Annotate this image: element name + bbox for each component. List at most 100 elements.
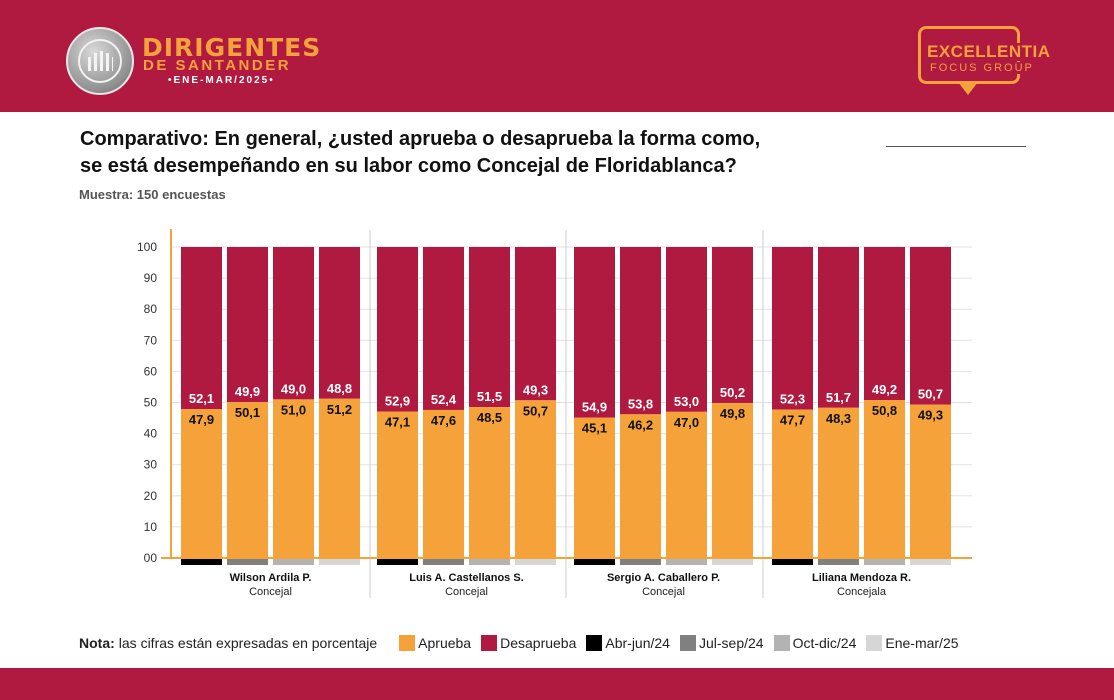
data-label-aprueba: 47,1	[385, 415, 410, 430]
data-label-desaprueba: 49,2	[872, 382, 897, 397]
legend-item: Abr-jun/24	[586, 635, 670, 651]
legend-swatch	[481, 635, 498, 651]
bar-aprueba	[864, 400, 905, 558]
data-label-aprueba: 50,8	[872, 403, 897, 418]
bar-desaprueba	[574, 247, 615, 418]
period-marker	[469, 558, 510, 565]
chart-title: Comparativo: En general, ¿usted aprueba …	[80, 126, 980, 180]
chart-title-line-2: se está desempeñando en su labor como Co…	[80, 155, 737, 177]
partner-logo-tagline: FOCUS GROUP	[928, 62, 1036, 74]
y-tick-label: 10	[144, 520, 158, 534]
partner-logo-speech-tail	[958, 82, 978, 95]
legend-label: Oct-dic/24	[792, 635, 857, 651]
data-label-desaprueba: 50,7	[918, 387, 943, 402]
bar-desaprueba	[423, 247, 464, 410]
legend: Nota: las cifras están expresadas en por…	[79, 632, 959, 654]
brand-period: •ENE-MAR/2025•	[168, 75, 275, 86]
data-label-desaprueba: 50,2	[720, 385, 745, 400]
data-label-aprueba: 50,1	[235, 405, 260, 420]
legend-label: Aprueba	[418, 635, 472, 651]
data-label-aprueba: 47,7	[780, 413, 805, 428]
period-marker	[712, 558, 753, 565]
legend-swatch	[773, 635, 790, 651]
partner-logo-name: EXCELLENTIA	[925, 42, 1053, 61]
bar-desaprueba	[712, 247, 753, 404]
group-name-label: Luis A. Castellanos S.	[409, 572, 524, 584]
period-marker	[227, 558, 268, 565]
data-label-desaprueba: 49,3	[523, 382, 548, 397]
period-marker	[818, 558, 859, 565]
period-marker	[666, 558, 707, 565]
bar-desaprueba	[227, 247, 268, 403]
bar-desaprueba	[377, 247, 418, 412]
legend-item: Oct-dic/24	[773, 635, 857, 651]
period-marker	[864, 558, 905, 565]
data-label-desaprueba: 52,1	[189, 391, 214, 406]
footer-bar	[0, 668, 1114, 700]
period-marker	[772, 558, 813, 565]
bar-aprueba	[319, 398, 360, 558]
data-label-aprueba: 48,3	[826, 411, 851, 426]
data-label-aprueba: 45,1	[582, 421, 607, 436]
legend-swatch	[866, 635, 883, 651]
bar-desaprueba	[620, 247, 661, 415]
period-marker	[620, 558, 661, 565]
bar-aprueba	[423, 409, 464, 558]
group-name-label: Sergio A. Caballero P.	[607, 572, 720, 584]
legend-item: Desaprueba	[481, 635, 576, 651]
bar-aprueba	[227, 402, 268, 558]
data-label-desaprueba: 51,7	[826, 390, 851, 405]
legend-swatch	[399, 635, 416, 651]
bar-desaprueba	[864, 247, 905, 401]
y-tick-label: 100	[137, 240, 157, 254]
bar-aprueba	[910, 404, 951, 558]
sample-size: Muestra: 150 encuestas	[79, 187, 226, 202]
santander-seal-logo	[66, 27, 134, 95]
y-tick-label: 60	[144, 364, 158, 378]
bar-aprueba	[181, 409, 222, 558]
period-marker	[273, 558, 314, 565]
bar-aprueba	[772, 409, 813, 558]
y-tick-label: 40	[144, 427, 158, 441]
bar-desaprueba	[772, 247, 813, 410]
legend-item: Aprueba	[399, 635, 471, 651]
bar-desaprueba	[319, 247, 360, 399]
data-label-desaprueba: 49,0	[281, 381, 306, 396]
legend-label: Jul-sep/24	[698, 635, 764, 651]
group-role-label: Concejal	[249, 586, 292, 598]
data-label-aprueba: 49,8	[720, 406, 745, 421]
bar-aprueba	[620, 414, 661, 558]
legend-label: Ene-mar/25	[885, 635, 959, 651]
period-marker	[423, 558, 464, 565]
legend-swatch	[679, 635, 696, 651]
bar-desaprueba	[181, 247, 222, 410]
legend-swatch	[586, 635, 603, 651]
legend-items: Aprueba Desaprueba Abr-jun/24 Jul-sep/24 Oct…	[389, 635, 959, 651]
note-text: las cifras están expresadas en porcentaj…	[118, 635, 378, 651]
data-label-aprueba: 48,5	[477, 410, 502, 425]
group-role-label: Concejal	[445, 586, 488, 598]
period-marker	[574, 558, 615, 565]
data-label-aprueba: 47,6	[431, 413, 456, 428]
legend-item: Jul-sep/24	[679, 635, 764, 651]
bar-desaprueba	[515, 247, 556, 401]
data-label-desaprueba: 53,8	[628, 396, 653, 411]
y-tick-label: 20	[144, 489, 158, 503]
legend-label: Abr-jun/24	[605, 635, 670, 651]
data-label-aprueba: 49,3	[918, 408, 943, 423]
group-name-label: Liliana Mendoza R.	[812, 572, 911, 584]
note-label: Nota:	[79, 635, 115, 651]
group-name-label: Wilson Ardila P.	[230, 572, 312, 584]
bar-aprueba	[469, 407, 510, 558]
period-marker	[319, 558, 360, 565]
y-tick-label: 50	[144, 396, 158, 410]
bar-desaprueba	[910, 247, 951, 405]
y-tick-label: 00	[144, 551, 158, 565]
chart-title-line-1: Comparativo: En general, ¿usted aprueba …	[80, 128, 761, 150]
data-label-desaprueba: 49,9	[235, 384, 260, 399]
bar-aprueba	[273, 399, 314, 558]
data-label-desaprueba: 51,5	[477, 389, 502, 404]
data-label-desaprueba: 52,4	[431, 392, 457, 407]
data-label-aprueba: 51,2	[327, 402, 352, 417]
data-label-desaprueba: 52,9	[385, 394, 410, 409]
